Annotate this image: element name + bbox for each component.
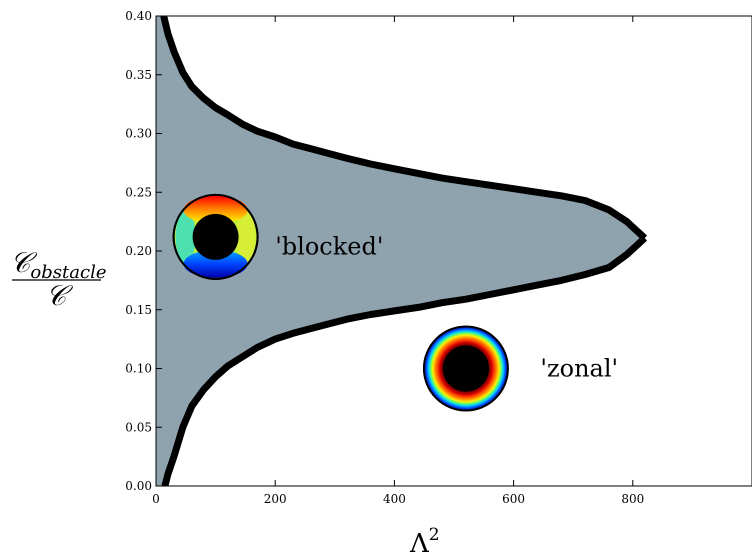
blocked-flow-rim — [172, 193, 259, 280]
boundary-upper-line — [160, 16, 648, 241]
x-tick-label: 200 — [264, 492, 287, 506]
y-tick-label: 0.15 — [125, 303, 152, 317]
y-tick-label: 0.30 — [125, 127, 152, 141]
obstacle-core — [442, 345, 489, 392]
x-tick-label: 400 — [383, 492, 406, 506]
blocked-flow-side-band — [175, 210, 196, 263]
y-axis-label-numerator: 𝒞obstacle — [10, 246, 106, 283]
y-tick-label: 0.20 — [125, 244, 152, 258]
y-axis-label-numerator-subscript: obstacle — [30, 262, 106, 283]
boundary-lower-line — [161, 235, 648, 486]
zonal-flow-inset — [422, 325, 509, 412]
region-labels: 'blocked' 'zonal' — [275, 232, 618, 382]
x-axis: 0 200 400 600 800 — [152, 16, 644, 506]
obstacle-core — [192, 213, 239, 260]
region-label: 'blocked' — [275, 232, 383, 260]
y-axis-label-denominator: 𝒞 — [46, 279, 74, 312]
y-tick-label: 0.25 — [125, 185, 152, 199]
x-axis-label-exponent: 2 — [429, 525, 440, 545]
plot-area — [156, 16, 648, 486]
y-tick-label: 0.05 — [125, 420, 152, 434]
blocked-flow-inset — [172, 193, 259, 280]
blocked-flow-upper-lobe — [183, 195, 248, 224]
region-label: 'zonal' — [540, 355, 618, 383]
x-tick-label: 0 — [152, 492, 160, 506]
x-axis-label: Λ2 — [409, 525, 440, 556]
insets — [172, 193, 509, 412]
y-tick-label: 0.40 — [125, 9, 152, 23]
y-tick-label: 0.35 — [125, 68, 152, 82]
x-tick-label: 800 — [621, 492, 644, 506]
x-axis-label-base: Λ — [409, 529, 430, 556]
y-tick-label: 0.10 — [125, 362, 152, 376]
blocked-flow-lower-lobe — [183, 249, 248, 278]
y-axis-label: 𝒞obstacle 𝒞 — [10, 246, 106, 312]
x-tick-label: 600 — [502, 492, 525, 506]
y-tick-label: 0.00 — [125, 479, 152, 493]
blocked-flow-side-band — [235, 210, 256, 263]
blocked-region-fill — [156, 16, 645, 486]
y-axis: 0.00 0.05 0.10 0.15 0.20 0.25 0.30 0.35 0.40 — [125, 9, 162, 493]
